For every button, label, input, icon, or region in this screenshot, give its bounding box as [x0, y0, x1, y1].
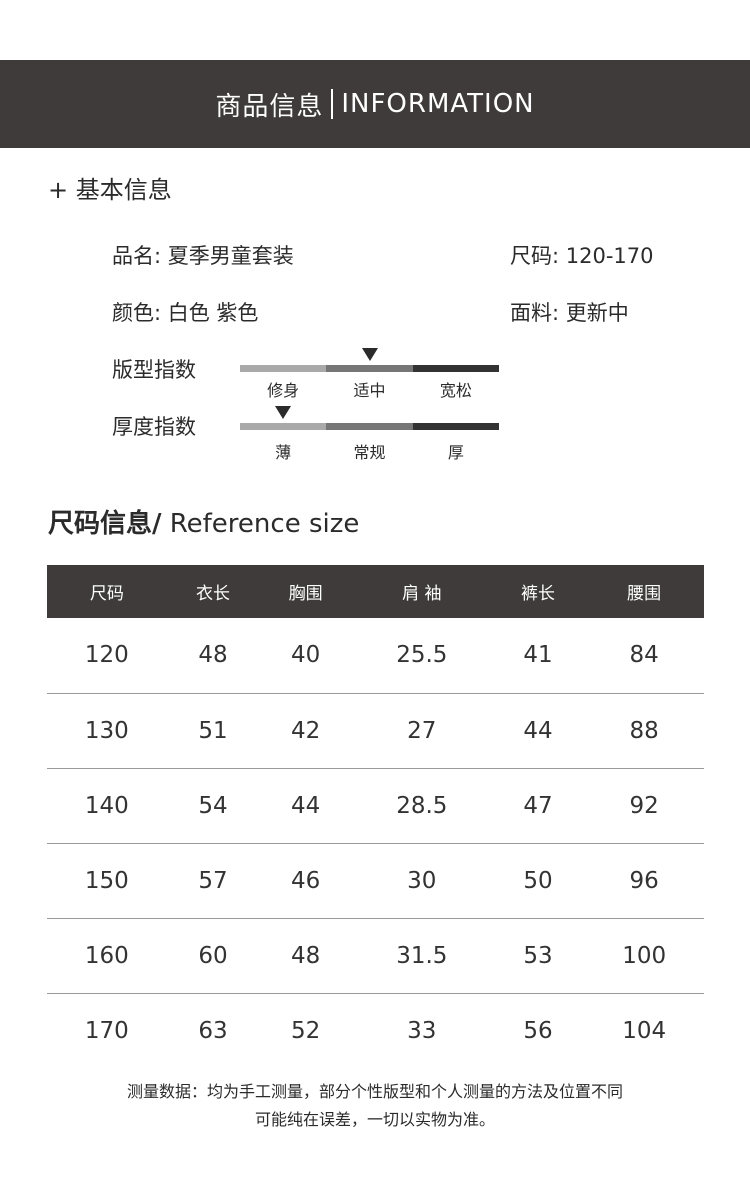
table-cell: 28.5	[352, 768, 492, 844]
basic-info-heading: + 基本信息	[48, 176, 172, 204]
table-cell: 41	[491, 618, 585, 694]
fit-option: 修身	[267, 381, 300, 400]
table-cell: 130	[47, 693, 167, 769]
table-cell: 100	[584, 918, 704, 994]
thickness-marker-icon	[275, 406, 292, 419]
table-cell: 53	[491, 918, 585, 994]
table-cell: 44	[491, 693, 585, 769]
table-cell: 27	[352, 693, 492, 769]
thickness-options: 薄 常规 厚	[240, 439, 499, 463]
table-cell: 40	[259, 618, 353, 694]
table-cell: 56	[523, 1017, 553, 1044]
table-row: 170 63 52 33 56 104	[47, 993, 704, 1068]
size-title-cn: 尺码信息/	[48, 509, 162, 539]
table-cell: 54	[166, 768, 260, 844]
table-cell: 52	[291, 1017, 321, 1044]
table-cell: 60	[166, 918, 260, 994]
column-header: 肩 袖	[352, 565, 492, 618]
info-banner: 商品信息 INFORMATION	[0, 60, 750, 148]
table-row: 140 54 44 28.5 47 92	[47, 768, 704, 844]
table-cell: 92	[584, 768, 704, 844]
table-cell: 63	[198, 1017, 228, 1044]
table-row: 130 51 42 27 44 88	[47, 693, 704, 769]
table-cell: 170	[84, 1017, 129, 1044]
table-cell: 50	[491, 843, 585, 919]
note-line: 可能纯在误差，一切以实物为准。	[254, 1110, 495, 1129]
table-cell: 30	[352, 843, 492, 919]
size-table: 尺码 衣长 胸围肩 袖裤长 腰围 120 48 40 25.5 41 84 130 51 42 27 44…	[47, 565, 704, 1068]
table-cell: 57	[166, 843, 260, 919]
table-cell: 48	[259, 918, 353, 994]
table-cell: 160	[47, 918, 167, 994]
fit-option: 适中	[353, 381, 386, 400]
fit-option: 宽松	[439, 381, 472, 400]
table-row: 150 57 46 30 50 96	[47, 843, 704, 919]
table-cell: 51	[166, 693, 260, 769]
thickness-option: 薄	[275, 443, 292, 462]
column-header: 腰围	[584, 565, 704, 618]
product-fabric: 面料: 更新中	[510, 301, 629, 325]
column-header: 胸围	[259, 565, 353, 618]
thickness-option: 厚	[447, 443, 464, 462]
table-cell: 140	[47, 768, 167, 844]
size-section-title: 尺码信息/ Reference size	[48, 503, 359, 540]
banner-title-cn: 商品信息	[215, 91, 324, 122]
table-cell: 44	[259, 768, 353, 844]
table-cell: 42	[259, 693, 353, 769]
fit-index-label: 版型指数	[112, 358, 196, 382]
thickness-index-label: 厚度指数	[112, 415, 196, 439]
table-cell: 104	[622, 1017, 667, 1044]
banner-title-en: INFORMATION	[341, 89, 535, 119]
thickness-index-bar	[240, 423, 499, 430]
table-row: 120 48 40 25.5 41 84	[47, 618, 704, 694]
table-cell: 88	[584, 693, 704, 769]
product-size: 尺码: 120-170	[510, 244, 654, 268]
thickness-option: 常规	[353, 443, 386, 462]
table-row: 160 60 48 31.5 53 100	[47, 918, 704, 994]
product-name: 品名: 夏季男童套装	[112, 244, 294, 268]
measurement-note: 测量数据：均为手工测量，部分个性版型和个人测量的方法及位置不同 可能纯在误差，一…	[0, 1078, 750, 1134]
column-header: 衣长	[166, 565, 260, 618]
table-header: 尺码 衣长 胸围肩 袖裤长 腰围	[47, 565, 704, 618]
product-color: 颜色: 白色 紫色	[112, 301, 259, 325]
table-cell: 150	[47, 843, 167, 919]
note-line: 测量数据：均为手工测量，部分个性版型和个人测量的方法及位置不同	[126, 1082, 623, 1101]
fit-index-bar	[240, 365, 499, 372]
fit-options: 修身 适中 宽松	[240, 377, 499, 401]
fit-marker-icon	[361, 348, 378, 361]
column-header: 裤长	[491, 565, 585, 618]
size-title-en: Reference size	[161, 509, 360, 539]
table-cell: 96	[584, 843, 704, 919]
table-cell: 47	[491, 768, 585, 844]
table-cell: 46	[259, 843, 353, 919]
table-cell: 84	[584, 618, 704, 694]
divider	[331, 89, 334, 119]
table-cell: 33	[407, 1017, 437, 1044]
column-header: 尺码	[47, 565, 167, 618]
table-cell: 48	[166, 618, 260, 694]
table-cell: 120	[47, 618, 167, 694]
table-cell: 31.5	[352, 918, 492, 994]
table-cell: 25.5	[352, 618, 492, 694]
